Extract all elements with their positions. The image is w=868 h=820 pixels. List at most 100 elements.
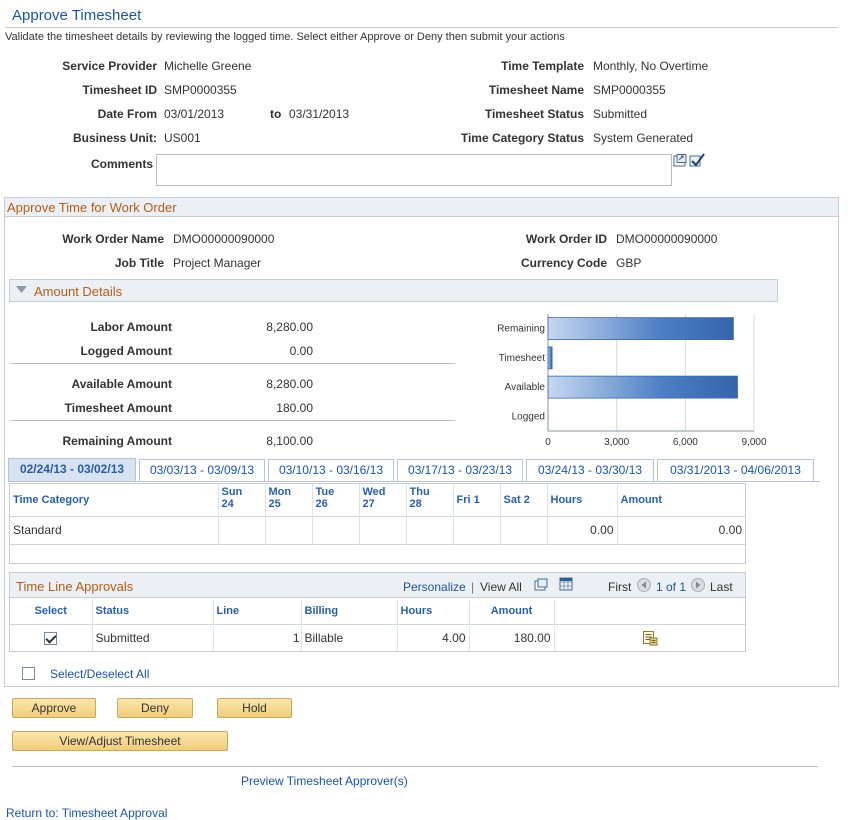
time-template-value: Monthly, No Overtime — [593, 59, 709, 73]
amount-divider-2 — [11, 420, 455, 421]
amount-details-title: Amount Details — [34, 284, 123, 299]
page-info: 1 of 1 — [656, 580, 687, 594]
date-to-label: to — [270, 107, 282, 121]
return-to-timesheet-approval-link[interactable]: Return to: Timesheet Approval — [6, 806, 168, 820]
chart-tick-label: 6,000 — [673, 437, 698, 448]
chart-tick-label: 9,000 — [741, 437, 766, 448]
approval-amount-cell: 180.00 — [469, 624, 555, 651]
day-cell — [453, 516, 501, 544]
comments-textarea[interactable] — [156, 154, 672, 186]
day-number: 27 — [362, 498, 375, 510]
chart-tick-label: 0 — [545, 437, 551, 448]
day-number: 24 — [221, 498, 234, 510]
day-number: 26 — [315, 498, 328, 510]
remaining-amount-value: 8,100.00 — [266, 434, 313, 448]
time-template-label: Time Template — [501, 59, 584, 73]
hours-cell: 0.00 — [547, 516, 618, 544]
col-line: Line — [213, 599, 302, 624]
col-day-wed: Wed 27 — [359, 484, 407, 516]
col-approval-hours: Hours — [397, 599, 470, 624]
personalize-link[interactable]: Personalize — [403, 580, 466, 594]
expand-comments-icon[interactable] — [673, 154, 687, 168]
nav-separator: | — [471, 580, 475, 594]
table-row: Standard 0.00 0.00 — [10, 516, 745, 544]
approval-hours-cell: 4.00 — [397, 624, 470, 651]
select-all-checkbox[interactable] — [22, 667, 35, 681]
tab-week-1[interactable]: 02/24/13 - 03/02/13 — [8, 458, 136, 482]
time-line-approvals-grid: Time Line Approvals Personalize | View A… — [9, 572, 746, 652]
day-name: Mon — [268, 486, 292, 498]
date-from-label: Date From — [97, 107, 157, 121]
day-number: 1 — [473, 493, 480, 506]
col-hours: Hours — [547, 484, 618, 516]
available-amount-value: 8,280.00 — [266, 377, 313, 391]
day-name: Fri — [456, 493, 471, 506]
next-arrow-icon[interactable] — [691, 578, 705, 592]
timesheet-amount-label: Timesheet Amount — [64, 401, 172, 415]
preview-approvers-link[interactable]: Preview Timesheet Approver(s) — [241, 774, 408, 788]
time-category-cell: Standard — [10, 516, 219, 544]
chart-category-label: Timesheet — [499, 353, 546, 364]
col-approval-amount: Amount — [469, 599, 555, 624]
day-cell — [406, 516, 454, 544]
day-cell — [218, 516, 266, 544]
zoom-grid-icon[interactable] — [534, 578, 548, 592]
chart-bar — [547, 375, 738, 399]
download-grid-icon[interactable] — [559, 577, 573, 591]
day-name: Sat — [503, 493, 521, 506]
col-billing: Billing — [301, 599, 398, 624]
status-cell: Submitted — [92, 624, 214, 651]
view-all-link[interactable]: View All — [480, 580, 522, 594]
time-category-status-value: System Generated — [593, 131, 694, 145]
day-cell — [265, 516, 313, 544]
approve-button[interactable]: Approve — [12, 698, 96, 718]
col-day-thu: Thu 28 — [406, 484, 454, 516]
work-order-id-value: DMO00000090000 — [616, 232, 718, 246]
business-unit-label: Business Unit: — [72, 131, 157, 145]
day-cell — [312, 516, 360, 544]
tab-week-6[interactable]: 03/31/2013 - 04/06/2013 — [657, 459, 814, 481]
day-number: 25 — [268, 498, 281, 510]
chart-bar — [547, 317, 734, 341]
spell-check-icon[interactable] — [688, 152, 706, 168]
tab-week-4[interactable]: 03/17/13 - 03/23/13 — [397, 459, 523, 481]
previous-arrow-icon[interactable] — [637, 578, 651, 592]
deny-button[interactable]: Deny — [117, 698, 193, 718]
day-name: Thu — [409, 486, 430, 498]
col-day-sat: Sat 2 — [500, 484, 548, 516]
currency-code-label: Currency Code — [520, 256, 607, 270]
amount-divider-1 — [11, 363, 455, 364]
page-instructions: Validate the timesheet details by review… — [5, 31, 565, 43]
tab-week-3[interactable]: 03/10/13 - 03/16/13 — [268, 459, 394, 481]
date-to-value: 03/31/2013 — [289, 107, 350, 121]
select-checkbox[interactable] — [44, 631, 58, 645]
work-order-name-value: DMO00000090000 — [173, 232, 275, 246]
tab-week-2[interactable]: 03/03/13 - 03/09/13 — [139, 459, 265, 481]
view-adjust-timesheet-button[interactable]: View/Adjust Timesheet — [12, 731, 228, 751]
billing-cell: Billable — [301, 624, 398, 651]
service-provider-label: Service Provider — [62, 59, 157, 73]
currency-code-value: GBP — [616, 256, 642, 270]
page-title: Approve Timesheet — [12, 7, 142, 24]
collapse-triangle-icon — [16, 286, 27, 293]
timesheet-amount-value: 180.00 — [276, 401, 313, 415]
chart-category-label: Logged — [512, 411, 545, 422]
col-status: Status — [92, 599, 214, 624]
day-number: 28 — [409, 498, 422, 510]
remaining-amount-label: Remaining Amount — [62, 434, 172, 448]
timesheet-name-value: SMP0000355 — [593, 83, 666, 97]
labor-amount-label: Labor Amount — [90, 320, 172, 334]
footer-divider — [12, 766, 818, 767]
line-details-icon[interactable] — [642, 630, 658, 646]
amount-details-header[interactable]: Amount Details — [9, 279, 778, 302]
hold-button[interactable]: Hold — [217, 698, 292, 718]
col-amount: Amount — [620, 493, 663, 506]
amount-chart: Remaining Timesheet Available Logged 0 3,000 6… — [497, 314, 767, 448]
tab-week-5[interactable]: 03/24/13 - 03/30/13 — [526, 459, 654, 481]
select-deselect-all-link[interactable]: Select/Deselect All — [50, 667, 150, 681]
table-row: Submitted 1 Billable 4.00 180.00 — [10, 624, 745, 651]
logged-amount-value: 0.00 — [289, 344, 313, 358]
business-unit-value: US001 — [164, 131, 201, 145]
service-provider-value: Michelle Greene — [164, 59, 252, 73]
col-actions — [554, 599, 745, 624]
